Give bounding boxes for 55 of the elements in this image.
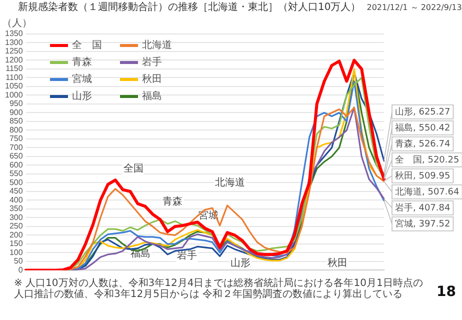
y-tick-label: 450 — [9, 186, 24, 196]
y-tick-label: 150 — [9, 239, 24, 248]
y-tick-label: 650 — [9, 152, 24, 161]
legend-label: 岩手 — [142, 56, 162, 69]
y-tick-label: 1050 — [5, 82, 24, 91]
y-tick-label: 1250 — [5, 46, 24, 56]
y-tick-label: 900 — [9, 108, 24, 117]
annotation: 青森 — [162, 195, 183, 208]
text: 18 — [436, 284, 456, 300]
y-tick-label: 400 — [9, 195, 24, 204]
legend-label: 秋田 — [142, 72, 162, 86]
y-tick-label: 500 — [9, 178, 24, 187]
y-tick-label: 1350 — [5, 29, 24, 38]
chart-title: 新規感染者数（１週間移動合計）の推移［北海道・東北］（対人口10万人） — [18, 0, 361, 14]
data-label: 青森, 526.74 — [395, 138, 450, 150]
data-label: 秋田, 509.95 — [395, 170, 450, 182]
y-tick-label: 600 — [9, 160, 24, 170]
annotation: 秋田 — [327, 256, 348, 269]
y-tick-label: 250 — [9, 222, 24, 231]
y-tick-label: 300 — [9, 212, 24, 222]
data-label: 岩手, 407.84 — [395, 202, 450, 214]
y-tick-label: 100 — [9, 248, 24, 257]
annotation: 全国 — [123, 162, 144, 174]
y-tick-label: 350 — [9, 204, 24, 214]
annotation: 山形 — [230, 256, 251, 269]
data-label: 山形, 625.27 — [395, 106, 450, 118]
y-tick-label: 1300 — [5, 38, 24, 47]
data-label: 宮城, 397.52 — [395, 218, 450, 230]
annotation: 岩手 — [176, 250, 197, 262]
y-tick-label: 700 — [9, 142, 24, 152]
y-tick-label: 950 — [9, 99, 24, 108]
y-tick-label: 200 — [9, 230, 24, 240]
legend-label: 北海道 — [142, 38, 172, 52]
legend-label: 山形 — [72, 90, 92, 103]
legend-label: 青森 — [72, 56, 92, 69]
legend-label: 宮城 — [72, 72, 92, 86]
data-label: 福島, 550.42 — [395, 122, 450, 134]
legend-label: 福島 — [142, 90, 162, 103]
y-tick-label: 1150 — [6, 64, 24, 74]
y-tick-label: 800 — [9, 125, 24, 134]
legend-label: 全 国 — [72, 39, 102, 52]
data-label: 北海道, 507.64 — [395, 186, 460, 198]
y-tick-label: 1200 — [5, 55, 24, 64]
text: 2021/12/1 ～ 2022/9/13 — [366, 2, 462, 13]
y-tick-label: 1000 — [5, 90, 24, 100]
y-tick-label: 1100 — [6, 72, 24, 82]
y-axis-title: （人） — [2, 17, 32, 30]
y-tick-label: 0 — [18, 265, 24, 274]
text: ※ 人口10万対の人数は、令和3年12月4日までは総務省統計局における各年10月1日時点の人口推計の数値、令和3年12月5日からは 令和２年国勢調査の数値により算出している — [14, 278, 424, 300]
annotation: 北海道 — [214, 176, 245, 188]
y-tick-label: 750 — [9, 134, 24, 144]
data-label: 全 国, 520.25 — [395, 154, 460, 166]
y-tick-label: 850 — [9, 116, 24, 126]
y-tick-label: 550 — [9, 169, 24, 178]
y-tick-label: 50 — [14, 256, 24, 266]
